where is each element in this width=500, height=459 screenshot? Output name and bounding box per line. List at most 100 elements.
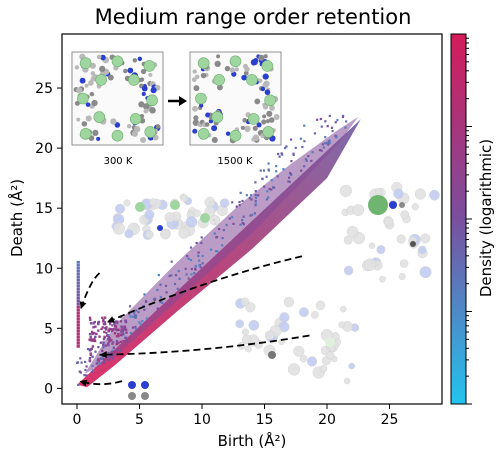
- density-point: [249, 214, 252, 217]
- cluster-point: [91, 345, 95, 348]
- cluster-point: [88, 359, 92, 362]
- atom: [143, 103, 150, 110]
- density-point: [328, 114, 331, 117]
- fragment-atom: [298, 307, 309, 318]
- cluster-point: [117, 332, 120, 336]
- cluster-point: [115, 349, 119, 352]
- density-point: [254, 196, 258, 199]
- density-point: [156, 288, 159, 292]
- atom: [254, 98, 261, 105]
- density-point: [185, 273, 188, 276]
- fragment-atom: [219, 198, 230, 208]
- fragment-atom: [149, 198, 157, 206]
- strip-point: [76, 266, 80, 270]
- atom: [126, 123, 132, 129]
- density-point: [97, 360, 101, 363]
- zn-atom: [128, 74, 140, 86]
- fragment-atom: [287, 363, 301, 376]
- plot-area: [76, 114, 365, 388]
- strip-point: [76, 332, 80, 336]
- cluster-point: [103, 316, 107, 319]
- fragment-atom: [123, 199, 131, 207]
- density-point: [143, 308, 146, 311]
- density-point: [331, 129, 334, 133]
- density-point: [176, 287, 179, 290]
- cluster-point: [108, 337, 111, 340]
- cluster-point: [108, 355, 111, 358]
- density-point: [128, 313, 131, 316]
- cluster-point: [119, 330, 123, 333]
- y-tick-label: 0: [44, 381, 53, 397]
- density-point: [248, 196, 251, 200]
- cluster-point: [106, 334, 109, 337]
- fragment-atom: [144, 209, 155, 220]
- density-point: [128, 305, 132, 308]
- strip-point: [76, 272, 80, 276]
- density-point: [187, 257, 190, 260]
- y-axis: 0 5 10 15 20 25: [35, 81, 62, 397]
- fragment-atom-highlight: [170, 200, 180, 210]
- cluster-point: [124, 328, 128, 331]
- cluster-point: [114, 325, 118, 328]
- density-point: [105, 331, 108, 335]
- density-point: [283, 146, 287, 150]
- fragment-atom: [293, 345, 305, 357]
- molecular-fragments: [111, 182, 440, 400]
- atom: [140, 136, 147, 144]
- density-point: [272, 186, 275, 189]
- density-point: [221, 236, 224, 240]
- density-point: [238, 203, 241, 207]
- fragment-atom: [411, 203, 419, 211]
- density-point: [184, 267, 187, 270]
- density-point: [159, 296, 162, 299]
- density-point: [197, 251, 200, 254]
- atom: [241, 74, 247, 81]
- strip-point: [76, 317, 80, 321]
- y-tick-label: 5: [44, 321, 53, 337]
- density-point: [213, 232, 216, 235]
- density-point: [145, 300, 148, 303]
- fragment-atom: [348, 362, 356, 370]
- density-point: [102, 346, 105, 349]
- cluster-point: [113, 322, 116, 325]
- annotation-arrow: [106, 255, 303, 324]
- atom: [234, 67, 239, 72]
- cluster-point: [115, 335, 119, 338]
- density-point: [241, 221, 244, 225]
- density-point: [77, 383, 80, 387]
- fragment-atom: [383, 216, 394, 227]
- density-point: [84, 368, 87, 372]
- density-point: [254, 193, 257, 197]
- density-point: [254, 189, 257, 193]
- cluster-point: [104, 344, 108, 347]
- fragment-atom-highlight: [128, 381, 136, 389]
- strip-point: [76, 338, 80, 342]
- strip-point: [76, 311, 80, 315]
- density-point: [328, 141, 331, 145]
- density-point: [143, 293, 146, 296]
- density-point: [111, 324, 114, 327]
- fragment-atom: [306, 356, 318, 367]
- atom: [150, 87, 157, 94]
- fragment-atom: [352, 204, 365, 217]
- density-point: [159, 300, 162, 304]
- density-point: [280, 152, 283, 155]
- cluster-point: [107, 329, 110, 332]
- annotation-arrowhead: [79, 301, 87, 310]
- atom: [263, 54, 268, 59]
- density-point: [174, 274, 178, 277]
- chart-title: Medium range order retention: [95, 5, 412, 29]
- atom: [266, 110, 273, 117]
- inset-300k: 300 K: [71, 51, 164, 167]
- cluster-point: [122, 339, 125, 343]
- inset-1500k: 1500 K: [189, 51, 282, 167]
- strip-point: [76, 269, 80, 273]
- density-point: [326, 125, 329, 128]
- density-point: [154, 297, 157, 300]
- density-point: [303, 124, 306, 127]
- fragment-atom: [283, 296, 295, 308]
- density-point: [112, 341, 115, 344]
- strip-point: [76, 263, 80, 267]
- fragment-atom: [112, 222, 125, 235]
- density-point: [301, 145, 304, 149]
